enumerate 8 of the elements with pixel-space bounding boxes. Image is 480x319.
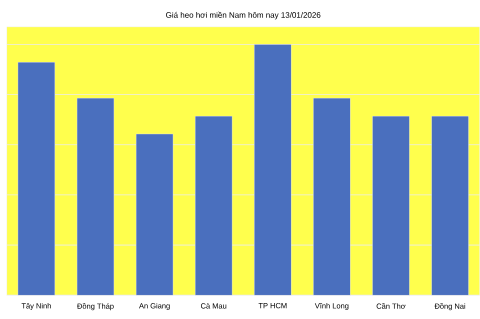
bar <box>372 116 410 296</box>
bar <box>136 134 174 296</box>
bar <box>18 62 55 296</box>
bar <box>76 98 114 296</box>
bar <box>254 44 292 296</box>
bar <box>195 116 232 296</box>
bar <box>431 116 469 296</box>
bar <box>313 98 351 296</box>
